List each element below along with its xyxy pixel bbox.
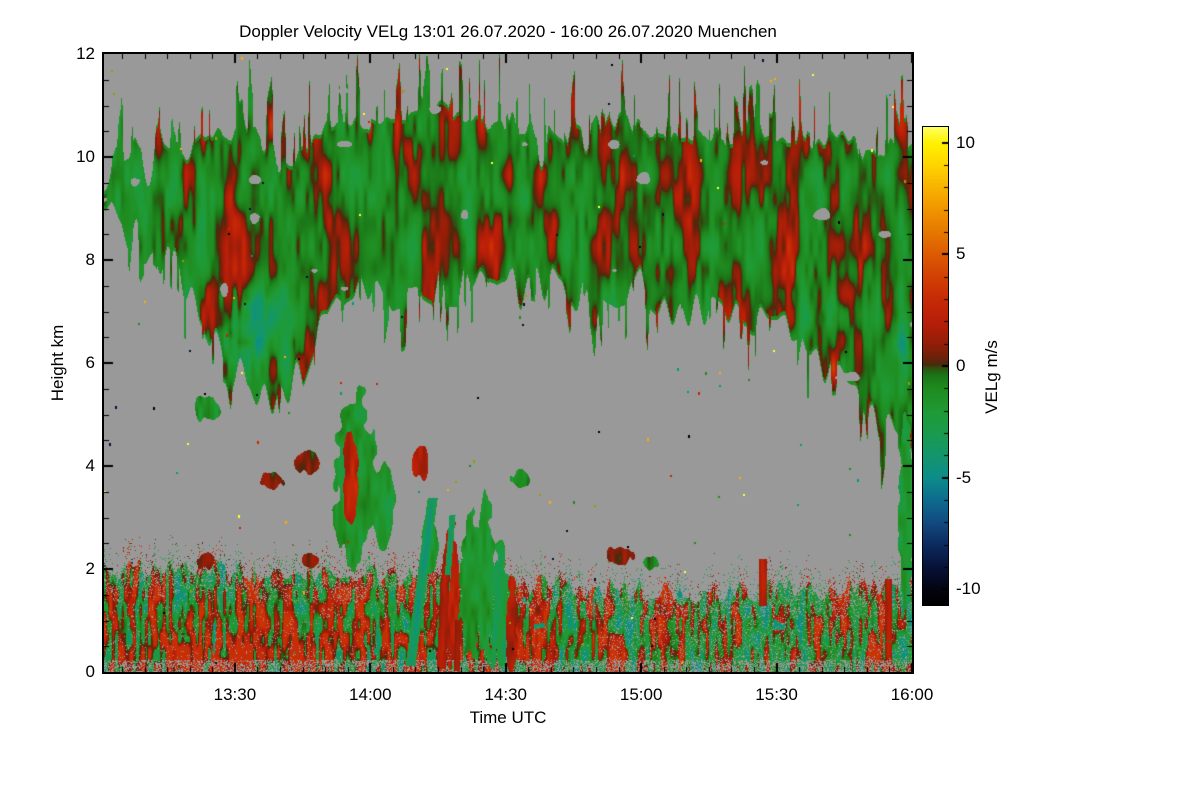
y-tick-label: 12: [76, 44, 95, 63]
x-tick-label: 13:30: [213, 685, 257, 704]
colorbar-tick-label: 5: [956, 244, 966, 264]
colorbar: [922, 126, 949, 606]
y-tick-label: 8: [85, 250, 95, 269]
y-tick-label: 6: [85, 353, 95, 372]
colorbar-tick-label: -5: [956, 467, 972, 487]
plot-area: [102, 52, 914, 674]
colorbar-tick-label: -10: [956, 579, 981, 599]
y-tick-label: 10: [76, 147, 95, 166]
x-axis-title: Time UTC: [469, 708, 547, 727]
x-tick-label: 15:30: [755, 685, 798, 704]
colorbar-tick-label: 0: [956, 356, 966, 375]
y-tick-label: 2: [85, 559, 95, 578]
y-tick-label: 0: [85, 662, 95, 681]
x-tick-label: 15:00: [619, 685, 663, 704]
x-tick-label: 14:30: [484, 685, 528, 704]
y-axis-title: Height km: [48, 324, 67, 402]
colorbar-gradient-canvas: [923, 127, 948, 605]
colorbar-tick-label: 10: [956, 132, 975, 152]
x-tick-label: 16:00: [890, 685, 934, 704]
x-tick-label: 14:00: [349, 685, 392, 704]
chart-title: Doppler Velocity VELg 13:01 26.07.2020 -…: [239, 22, 777, 41]
colorbar-title: VELg m/s: [982, 340, 1001, 414]
y-tick-label: 4: [85, 456, 95, 475]
heatmap-canvas: [104, 54, 912, 672]
